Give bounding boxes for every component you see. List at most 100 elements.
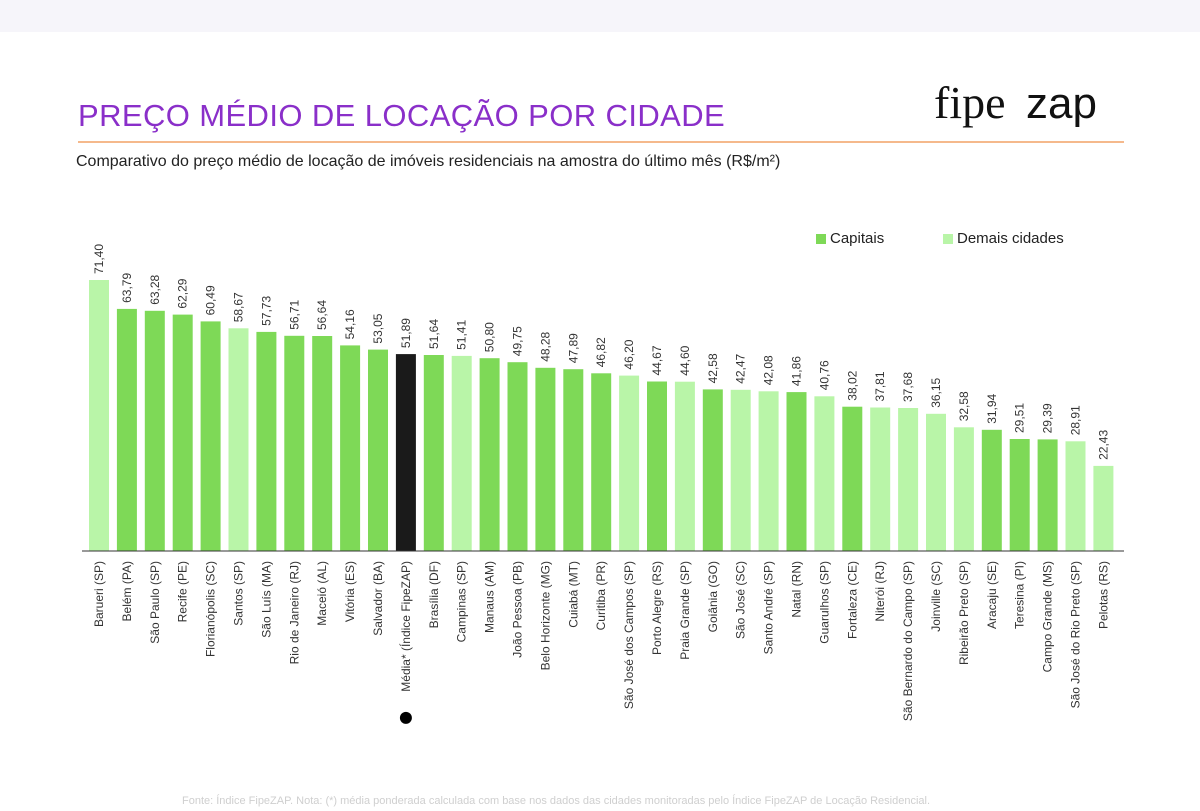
bar [395,354,416,551]
category-label: Goiânia (GO) [706,561,720,632]
bar [256,331,277,551]
top-band [0,0,1200,32]
bar [172,314,193,551]
bar-value-label: 58,67 [232,292,246,322]
bar [228,328,249,551]
category-label: Brasília (DF) [427,561,441,628]
category-label: Santo André (SP) [762,561,776,654]
bar [563,369,584,551]
bar [312,336,333,551]
bar-value-label: 42,47 [734,353,748,383]
bar [758,391,779,551]
bar [730,389,751,551]
bar [535,367,556,551]
bar-value-label: 46,82 [594,337,608,367]
bar-value-label: 41,86 [790,356,804,386]
bar [674,381,695,551]
legend-label-demais: Demais cidades [957,230,1064,247]
category-label: Fortaleza (CE) [845,561,859,639]
category-label: São Paulo (SP) [148,561,162,644]
bar-value-label: 31,94 [985,393,999,423]
category-label: Vitória (ES) [343,561,357,622]
average-marker-dot [399,711,412,724]
bar-value-label: 49,75 [511,326,525,356]
category-label: Maceió (AL) [315,561,329,626]
bar-value-label: 22,43 [1096,430,1110,460]
category-label: São Bernardo do Campo (SP) [901,561,915,721]
bar [591,373,612,551]
bar [619,375,640,551]
bar [144,310,165,551]
bar [284,335,305,551]
footer-note: Fonte: Índice FipeZAP. Nota: (*) média p… [182,795,931,807]
bar [1093,465,1114,551]
category-label: São José (SC) [734,561,748,639]
legend-label-capitais: Capitais [830,230,885,247]
category-label: Belo Horizonte (MG) [538,561,552,670]
bar [898,408,919,551]
bar-value-label: 48,28 [538,331,552,361]
category-label: Cuiabá (MT) [566,561,580,628]
bar [1037,439,1058,551]
bar-value-label: 46,20 [622,339,636,369]
category-label: São Luís (MA) [259,561,273,638]
logo-fipe-text: fipe [934,77,1006,128]
bar [870,407,891,551]
category-label: Belém (PA) [120,561,134,621]
bar-value-label: 54,16 [343,309,357,339]
bar [702,389,723,551]
bar-value-label: 60,49 [204,285,218,315]
bar-value-label: 42,08 [762,355,776,385]
bar [368,349,388,551]
category-label: Campinas (SP) [455,561,469,642]
category-label: Curitiba (PR) [594,561,608,630]
bar-value-label: 63,28 [148,274,162,304]
category-label: São José do Rio Preto (SP) [1069,561,1083,708]
category-label: Guarulhos (SP) [817,561,831,644]
bar [340,345,361,551]
bar [423,355,444,551]
bar [926,413,946,551]
bar [647,381,667,551]
category-label: São José dos Campos (SP) [622,561,636,709]
bar [981,429,1002,551]
category-label: Praia Grande (SP) [678,561,692,660]
bar-value-label: 29,51 [1013,403,1027,433]
category-label: Rio de Janeiro (RJ) [287,561,301,664]
category-label: João Pessoa (PB) [511,561,525,658]
bar-value-label: 50,80 [483,322,497,352]
bar [814,396,835,551]
legend-capitais: Capitais [816,230,884,247]
bar [842,406,863,551]
bar-value-label: 42,58 [706,353,720,383]
category-label: Santos (SP) [232,561,246,626]
category-label: Teresina (PI) [1013,561,1027,629]
bar-value-label: 51,64 [427,319,441,349]
bar-value-label: 62,29 [176,278,190,308]
bar-value-label: 44,67 [650,345,664,375]
category-label: Porto Alegre (RS) [650,561,664,655]
category-label: Ribeirão Preto (SP) [957,561,971,665]
bar-value-label: 36,15 [929,377,943,407]
bar-value-label: 51,89 [399,318,413,348]
bar-value-label: 56,71 [287,299,301,329]
bar-value-label: 47,89 [566,333,580,363]
category-label: Média* (Índice FipeZAP) [398,561,413,692]
category-label: Joinville (SC) [929,561,943,632]
bar-value-label: 44,60 [678,345,692,375]
bar [451,355,472,551]
bar-value-label: 51,41 [455,320,469,350]
bar [1065,441,1086,551]
legend-swatch-capitais [816,233,826,244]
category-label: Niterói (RJ) [873,561,887,622]
bar-value-label: 32,58 [957,391,971,421]
category-label: Pelotas (RS) [1096,561,1110,629]
category-label: Florianópolis (SC) [204,561,218,657]
bar-value-label: 63,79 [120,273,134,303]
bar [507,362,528,551]
page-title: PREÇO MÉDIO DE LOCAÇÃO POR CIDADE [78,98,726,133]
category-label: Natal (RN) [790,561,804,618]
chart-subtitle: Comparativo do preço médio de locação de… [76,153,781,170]
bar-value-label: 37,68 [901,372,915,402]
